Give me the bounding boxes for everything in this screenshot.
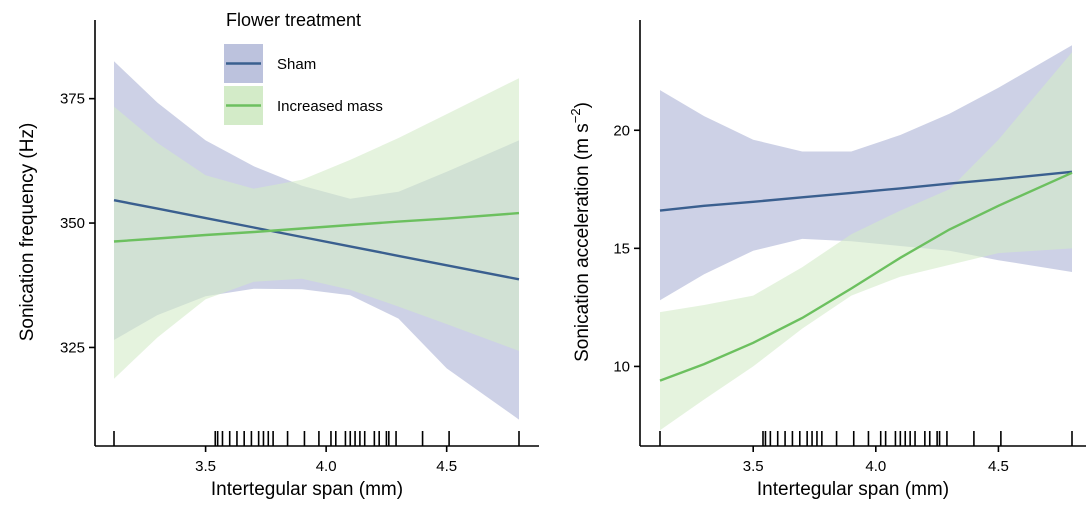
left-x-tick-label: 3.5 bbox=[195, 458, 216, 475]
legend-title: Flower treatment bbox=[226, 10, 361, 30]
right-panel: 10 15 20 3.5 4.0 4.5 Intertegular span (mm) S… bbox=[568, 20, 1086, 500]
left-line-increased-mass bbox=[113, 211, 520, 243]
right-axes: 10 15 20 3.5 4.0 4.5 bbox=[613, 20, 1086, 475]
right-confidence-bands bbox=[660, 45, 1072, 431]
right-y-tick-label: 10 bbox=[613, 358, 630, 375]
right-x-axis-title: Intertegular span (mm) bbox=[757, 479, 949, 500]
right-y-tick-label: 15 bbox=[613, 240, 630, 257]
right-y-tick-label: 20 bbox=[613, 122, 630, 139]
left-y-tick-label: 375 bbox=[60, 91, 85, 108]
legend: Flower treatment Sham Increased mass bbox=[224, 10, 383, 125]
left-y-tick-label: 350 bbox=[60, 215, 85, 232]
left-x-tick-label: 4.0 bbox=[316, 458, 337, 475]
right-band-increased-mass bbox=[660, 52, 1072, 431]
left-panel: 325 350 375 3.5 4.0 4.5 Intertegular span (mm… bbox=[17, 20, 539, 500]
right-x-tick-label: 4.5 bbox=[988, 458, 1009, 475]
right-line-sham bbox=[659, 170, 1073, 212]
left-axes: 325 350 375 3.5 4.0 4.5 bbox=[60, 20, 539, 475]
left-line-sham bbox=[113, 199, 520, 281]
right-y-axis-title: Sonication acceleration (m s−2) bbox=[568, 102, 593, 362]
right-line-increased-mass bbox=[659, 171, 1073, 382]
right-fit-lines bbox=[659, 170, 1073, 382]
left-x-tick-label: 4.5 bbox=[436, 458, 457, 475]
right-rug bbox=[659, 431, 1073, 446]
legend-label-sham: Sham bbox=[277, 56, 316, 73]
left-rug bbox=[113, 431, 520, 446]
left-fit-lines bbox=[113, 199, 520, 281]
left-y-tick-label: 325 bbox=[60, 339, 85, 356]
left-y-axis-title: Sonication frequency (Hz) bbox=[17, 123, 38, 342]
left-x-axis-title: Intertegular span (mm) bbox=[211, 479, 403, 500]
legend-label-increased-mass: Increased mass bbox=[277, 98, 383, 115]
right-x-tick-label: 3.5 bbox=[743, 458, 764, 475]
right-x-tick-label: 4.0 bbox=[865, 458, 886, 475]
